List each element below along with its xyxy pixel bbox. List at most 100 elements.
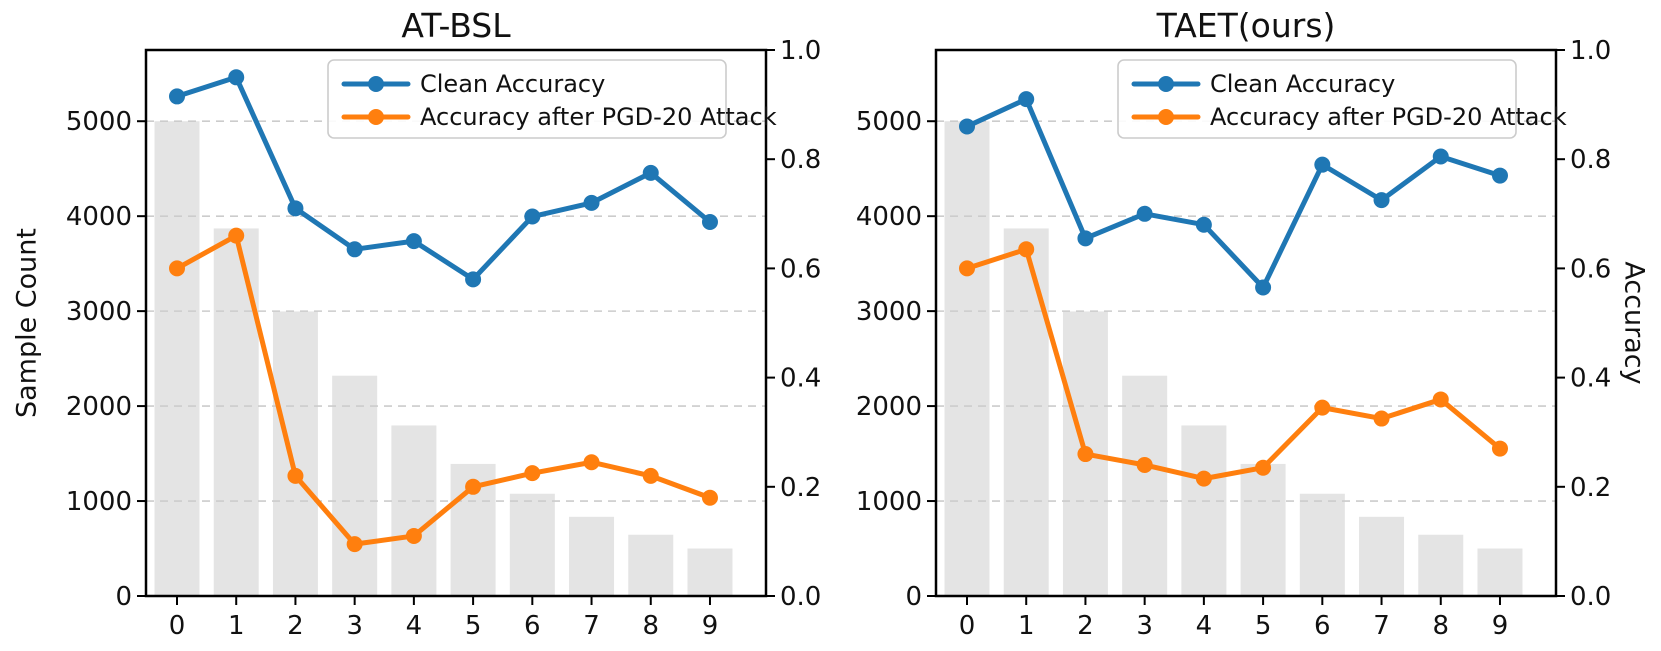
- x-tick-label: 6: [524, 611, 541, 641]
- left-tick-label: 0: [115, 582, 132, 612]
- x-tick-label: 0: [959, 611, 976, 641]
- accuracy-after-pgd-20-attack-point: [1136, 456, 1153, 473]
- right-axis-label-accuracy: Accuracy: [1618, 261, 1650, 385]
- x-tick-label: 5: [1255, 611, 1272, 641]
- accuracy-after-pgd-20-attack-point: [701, 489, 718, 506]
- accuracy-after-pgd-20-attack-point: [465, 478, 482, 495]
- clean-accuracy-point: [642, 164, 659, 181]
- clean-accuracy-point: [228, 69, 245, 86]
- x-tick-label: 0: [169, 611, 186, 641]
- clean-accuracy-point: [169, 88, 185, 105]
- sample-count-bar: [628, 534, 674, 596]
- clean-accuracy-point: [1136, 205, 1153, 222]
- x-tick-label: 1: [1018, 611, 1035, 641]
- accuracy-after-pgd-20-attack-point: [524, 465, 541, 482]
- right-tick-label: 1.0: [1570, 36, 1611, 66]
- sample-count-bar: [687, 548, 733, 596]
- legend-label: Accuracy after PGD-20 Attack: [1210, 103, 1567, 131]
- accuracy-after-pgd-20-attack-line: [174, 233, 713, 547]
- accuracy-after-pgd-20-attack-line: [964, 246, 1503, 482]
- sample-count-bar: [1299, 493, 1345, 596]
- left-tick-label: 1000: [66, 487, 132, 517]
- x-tick-label: 9: [1492, 611, 1509, 641]
- accuracy-after-pgd-20-attack-point: [1255, 459, 1272, 476]
- legend-swatch-marker: [1158, 76, 1174, 92]
- left-tick-label: 5000: [66, 107, 132, 137]
- clean-accuracy-point: [959, 118, 975, 135]
- clean-accuracy-point: [465, 271, 482, 288]
- clean-accuracy-point: [1195, 216, 1212, 233]
- plot-title-at-bsl: AT-BSL: [401, 6, 511, 45]
- right-tick-label: 0.6: [1570, 254, 1611, 284]
- x-tick-label: 7: [1373, 611, 1390, 641]
- clean-accuracy-point: [346, 241, 363, 258]
- left-tick-label: 4000: [856, 202, 922, 232]
- accuracy-after-pgd-20-attack-point: [405, 527, 422, 544]
- clean-accuracy-line: [964, 96, 1503, 291]
- accuracy-after-pgd-20-attack-point: [228, 227, 245, 244]
- x-tick-label: 3: [1136, 611, 1153, 641]
- legend-swatch-marker: [1158, 109, 1174, 125]
- legend-swatch-marker: [368, 76, 384, 92]
- sample-count-bar: [1240, 463, 1286, 596]
- x-tick-label: 7: [583, 611, 600, 641]
- accuracy-after-pgd-20-attack-point: [1373, 410, 1390, 427]
- accuracy-after-pgd-20-attack-point: [583, 454, 600, 471]
- x-tick-label: 9: [702, 611, 719, 641]
- clean-accuracy-line: [174, 74, 713, 282]
- accuracy-after-pgd-20-attack-point: [1018, 241, 1035, 258]
- legend-label: Clean Accuracy: [420, 70, 605, 98]
- clean-accuracy-point: [1373, 192, 1390, 209]
- plot-border: [934, 48, 1558, 598]
- sample-count-bar: [1181, 425, 1227, 596]
- right-tick-label: 0.8: [1570, 145, 1611, 175]
- clean-accuracy-point: [1432, 148, 1449, 165]
- accuracy-after-pgd-20-attack-point: [1491, 440, 1508, 457]
- x-tick-label: 8: [1432, 611, 1449, 641]
- right-tick-label: 0.2: [780, 473, 821, 503]
- legend-label: Accuracy after PGD-20 Attack: [420, 103, 777, 131]
- sample-count-bar: [1122, 375, 1168, 596]
- plot-border: [144, 48, 768, 598]
- x-tick-label: 1: [228, 611, 245, 641]
- accuracy-after-pgd-20-attack-point: [169, 260, 185, 277]
- taet-ours-plot: 0 1000 2000 3000 4000 5000 0.0 0.2 0.4 0.6 0.8 1.0 0…: [856, 36, 1612, 641]
- legend-swatch-marker: [368, 109, 384, 125]
- left-axis-label-sample-count: Sample Count: [11, 227, 43, 419]
- left-tick-label: 3000: [66, 297, 132, 327]
- sample-count-bar: [1359, 516, 1405, 596]
- right-tick-label: 0.4: [780, 364, 821, 394]
- right-tick-label: 0.0: [780, 582, 821, 612]
- sample-count-bar: [272, 311, 318, 596]
- clean-accuracy-point: [701, 213, 718, 230]
- x-tick-label: 6: [1314, 611, 1331, 641]
- accuracy-after-pgd-20-attack-point: [287, 467, 304, 484]
- clean-accuracy-point: [583, 194, 600, 211]
- accuracy-after-pgd-20-attack-point: [1432, 391, 1449, 408]
- accuracy-after-pgd-20-attack-point: [346, 536, 363, 553]
- left-tick-label: 1000: [856, 487, 922, 517]
- clean-accuracy-point: [1077, 230, 1094, 247]
- left-tick-label: 5000: [856, 107, 922, 137]
- x-tick-label: 5: [465, 611, 482, 641]
- accuracy-after-pgd-20-attack-point: [1314, 399, 1331, 416]
- right-tick-label: 0.2: [1570, 473, 1611, 503]
- legend-label: Clean Accuracy: [1210, 70, 1395, 98]
- accuracy-after-pgd-20-attack-point: [959, 260, 975, 277]
- x-tick-label: 2: [1077, 611, 1094, 641]
- accuracy-after-pgd-20-attack-point: [1077, 446, 1094, 463]
- x-tick-label: 4: [406, 611, 423, 641]
- right-tick-label: 0.4: [1570, 364, 1611, 394]
- x-tick-label: 3: [346, 611, 363, 641]
- sample-count-bar: [1418, 534, 1464, 596]
- clean-accuracy-point: [1491, 167, 1508, 184]
- clean-accuracy-point: [524, 208, 541, 225]
- x-tick-label: 4: [1196, 611, 1213, 641]
- x-tick-label: 8: [642, 611, 659, 641]
- right-tick-label: 1.0: [780, 36, 821, 66]
- clean-accuracy-point: [287, 200, 304, 217]
- x-tick-label: 2: [287, 611, 304, 641]
- right-tick-label: 0.0: [1570, 582, 1611, 612]
- sample-count-bar: [569, 516, 615, 596]
